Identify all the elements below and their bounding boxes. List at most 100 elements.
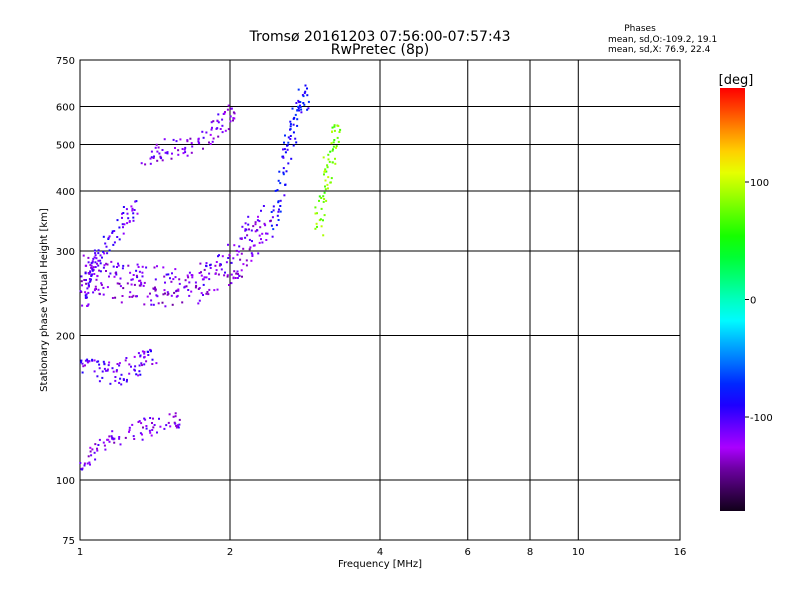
data-point — [236, 277, 239, 279]
data-point — [133, 283, 136, 286]
data-point — [248, 228, 250, 231]
data-point — [142, 426, 144, 429]
data-point — [93, 451, 96, 454]
data-point — [190, 274, 193, 276]
data-point — [79, 290, 82, 293]
data-point — [263, 222, 266, 225]
data-point — [93, 359, 96, 362]
data-point — [80, 280, 83, 283]
data-point — [91, 267, 94, 270]
data-point — [202, 294, 204, 296]
data-point — [98, 292, 101, 295]
data-point — [81, 468, 84, 471]
data-point — [332, 148, 334, 151]
data-point — [323, 198, 326, 200]
data-point — [114, 379, 117, 382]
data-point — [85, 293, 88, 296]
data-point — [141, 364, 143, 367]
data-point — [211, 126, 213, 129]
data-point — [284, 134, 286, 137]
data-point — [94, 443, 97, 446]
data-point — [125, 357, 128, 359]
data-point — [95, 257, 98, 260]
data-point — [153, 155, 155, 158]
data-point — [237, 250, 240, 253]
data-point — [150, 350, 152, 353]
data-point — [226, 274, 229, 277]
data-point — [218, 264, 221, 267]
data-point — [235, 249, 238, 252]
data-point — [241, 225, 244, 228]
data-point — [260, 238, 262, 241]
data-point — [240, 238, 243, 240]
data-point — [205, 262, 208, 265]
data-point — [110, 260, 113, 263]
data-point — [203, 268, 206, 271]
x-axis-label: Frequency [MHz] — [338, 559, 422, 570]
data-point — [102, 360, 105, 363]
data-point — [202, 278, 205, 281]
data-point — [143, 303, 146, 306]
data-point — [88, 360, 91, 363]
data-point — [202, 283, 205, 286]
data-point — [225, 261, 228, 264]
data-point — [190, 151, 193, 154]
data-point — [248, 238, 251, 241]
data-point — [252, 225, 255, 228]
data-point — [154, 289, 157, 292]
data-point — [128, 363, 131, 366]
data-point — [105, 245, 108, 248]
data-point — [289, 125, 292, 128]
data-point — [186, 274, 189, 277]
data-point — [202, 147, 204, 150]
data-point — [102, 293, 105, 296]
data-point — [110, 435, 113, 438]
data-point — [103, 362, 106, 365]
stats-heading: Phases — [624, 24, 656, 34]
data-point — [139, 432, 142, 435]
data-point — [279, 182, 282, 185]
data-point — [277, 210, 280, 213]
data-point — [143, 355, 146, 358]
data-point — [159, 425, 162, 428]
data-point — [136, 295, 138, 298]
data-point — [209, 264, 211, 267]
data-point — [128, 372, 131, 375]
data-point — [109, 382, 112, 385]
data-point — [171, 272, 173, 275]
data-point — [143, 281, 146, 284]
data-point — [325, 199, 328, 202]
data-point — [147, 354, 150, 356]
data-point — [191, 276, 194, 279]
data-point — [329, 150, 332, 153]
data-point — [114, 272, 117, 274]
data-point — [161, 159, 164, 162]
data-point — [166, 152, 169, 155]
data-point — [188, 271, 191, 274]
data-point — [184, 151, 187, 154]
data-point — [170, 294, 173, 297]
data-point — [113, 230, 116, 232]
data-point — [284, 183, 287, 186]
data-point — [136, 263, 139, 266]
data-point — [245, 259, 248, 262]
data-point — [307, 100, 310, 103]
data-point — [121, 223, 124, 226]
data-point — [220, 268, 223, 271]
data-point — [118, 282, 121, 285]
data-point — [124, 436, 127, 439]
data-point — [229, 120, 232, 123]
data-point — [150, 150, 153, 153]
data-point — [135, 274, 138, 277]
data-point — [174, 415, 177, 418]
data-point — [81, 304, 84, 307]
data-point — [94, 252, 97, 255]
data-point — [98, 438, 101, 441]
data-point — [306, 108, 309, 111]
data-point — [163, 138, 166, 141]
data-point — [314, 212, 317, 215]
data-point — [87, 291, 90, 294]
y-tick-labels: 75 100 200 300 400 500 600 750 — [56, 56, 75, 547]
data-point — [131, 209, 134, 212]
data-point — [333, 129, 336, 132]
